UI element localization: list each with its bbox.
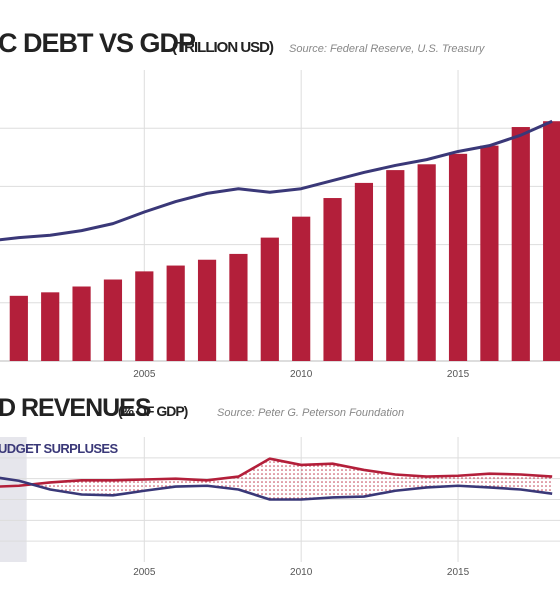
x-tick-label: 2005 — [133, 369, 156, 380]
bar — [417, 164, 436, 361]
bar — [511, 127, 530, 361]
bar — [260, 237, 279, 361]
bar — [135, 271, 154, 361]
chart-title: D REVENUES — [0, 394, 151, 422]
x-tick-label: 2010 — [290, 369, 313, 380]
bar — [448, 153, 468, 361]
bar — [480, 145, 499, 361]
chart-subtitle: (TRILLION USD) — [172, 39, 274, 56]
bar — [166, 265, 185, 361]
chart-source: Source: Peter G. Peterson Foundation — [217, 407, 404, 419]
line — [0, 476, 553, 501]
bar — [9, 295, 28, 361]
labels: 2005 2010 2015 2005 2010 2015 UDGET SURPLUSES — [0, 369, 470, 578]
chart-title: C DEBT VS GDP — [0, 28, 196, 58]
bar — [354, 182, 374, 361]
bar — [41, 292, 60, 361]
x-tick-label: 2005 — [133, 567, 156, 578]
bar — [229, 253, 248, 361]
bar — [103, 279, 123, 361]
bar — [292, 216, 311, 361]
x-tick-label: 2015 — [447, 369, 470, 380]
bar — [386, 170, 405, 361]
chart-subtitle: (% OF GDP) — [118, 403, 188, 419]
x-tick-label: 2015 — [447, 567, 470, 578]
x-tick-label: 2010 — [290, 567, 313, 578]
bar — [543, 121, 560, 361]
bar — [72, 286, 91, 361]
line — [0, 119, 553, 242]
plot-debt — [0, 70, 560, 362]
bar — [323, 198, 342, 361]
line — [0, 457, 553, 488]
plot-budget — [0, 437, 560, 562]
bar — [197, 259, 217, 361]
deficit-area — [26, 458, 553, 500]
chart-source: Source: Federal Reserve, U.S. Treasury — [289, 43, 486, 55]
annotation: UDGET SURPLUSES — [0, 441, 119, 456]
